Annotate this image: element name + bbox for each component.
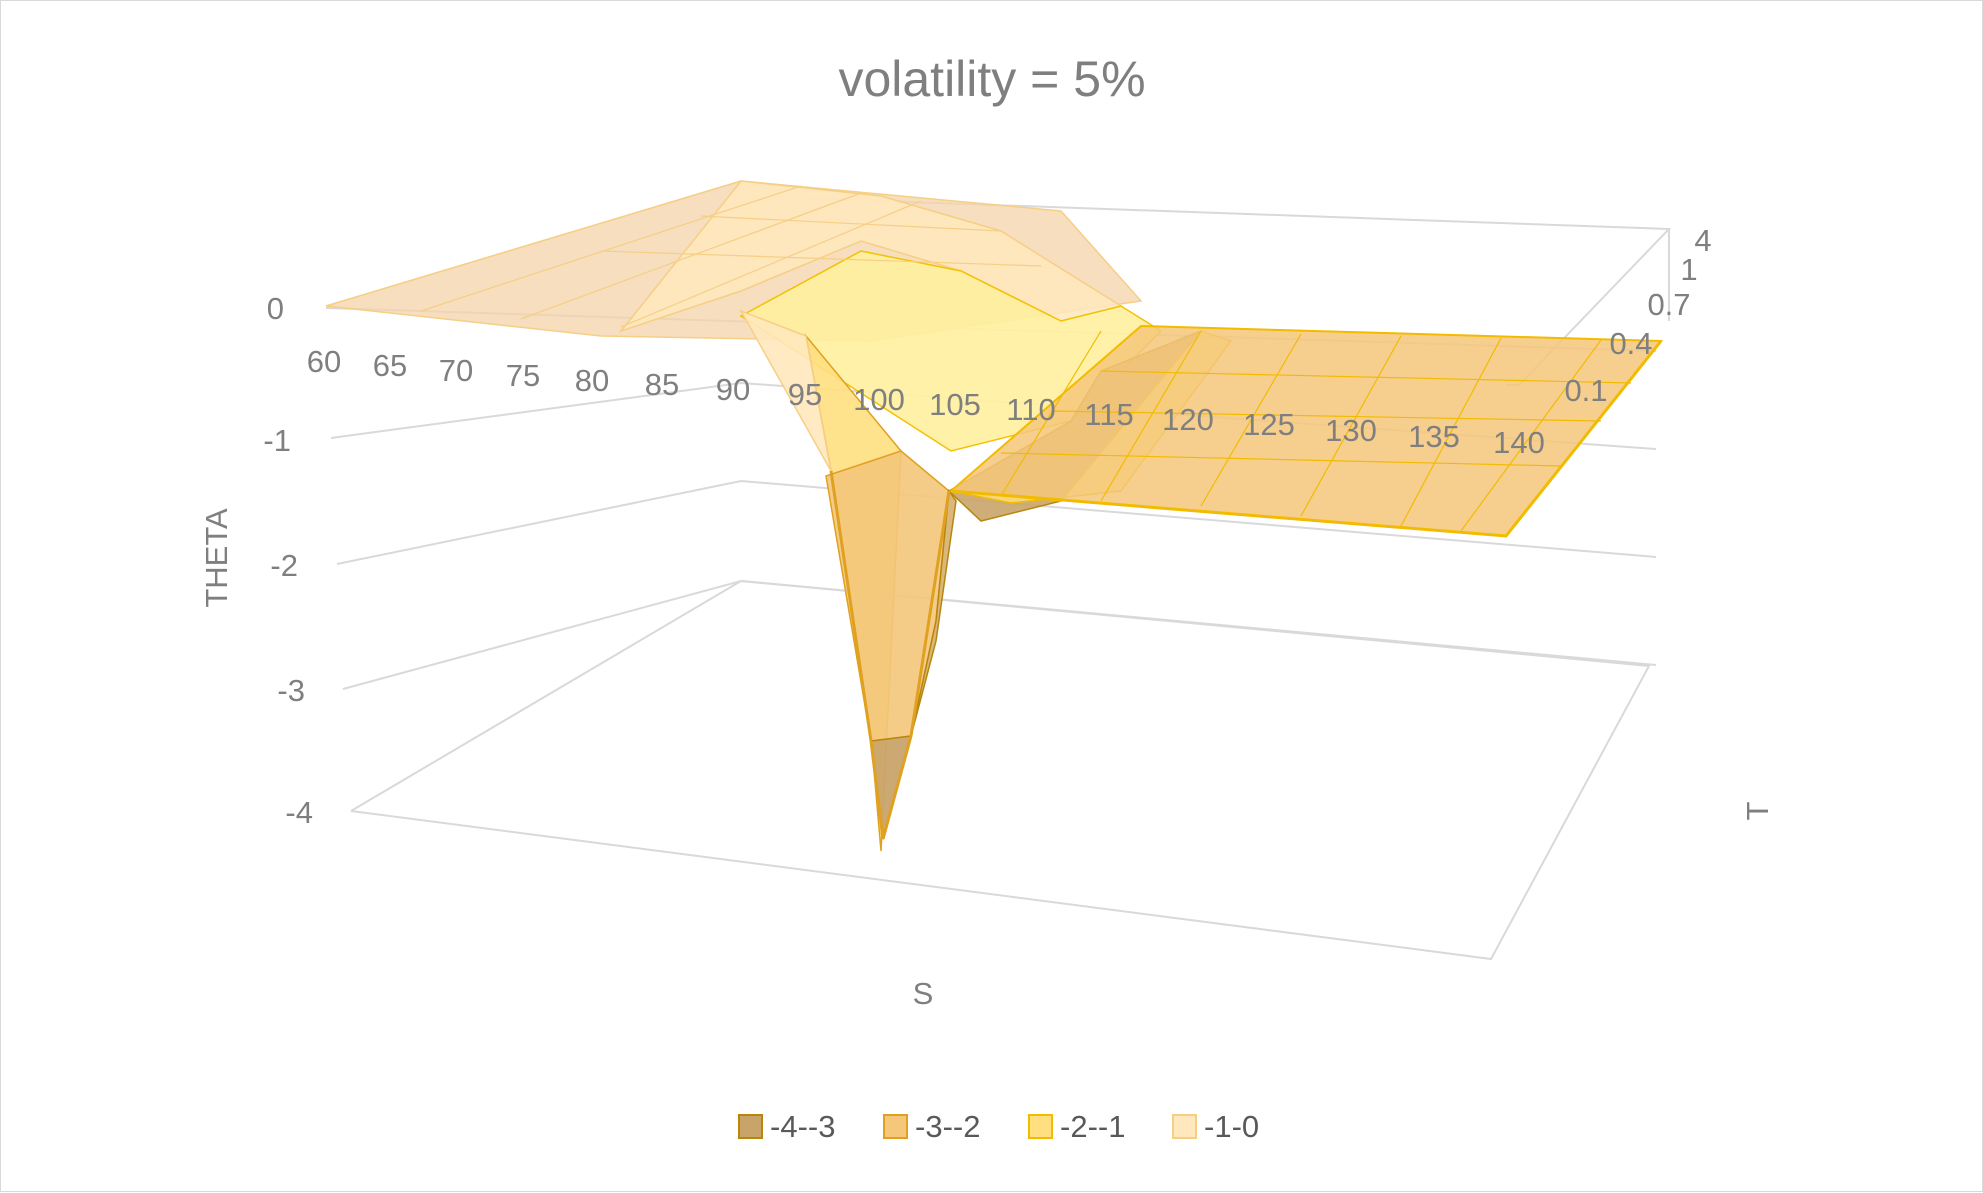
z-tick: -3 — [277, 673, 305, 708]
x-tick: 90 — [716, 372, 750, 407]
z-axis-title: THETA — [199, 508, 234, 608]
x-tick: 110 — [1006, 392, 1055, 427]
x-tick: 115 — [1084, 397, 1133, 432]
legend-label: -2--1 — [1060, 1109, 1125, 1144]
z-axis-ticks: 0 -1 -2 -3 -4 — [263, 291, 313, 830]
z-tick: -2 — [270, 548, 298, 583]
legend-item: -4--3 — [738, 1109, 835, 1144]
legend-item: -3--2 — [883, 1109, 980, 1144]
gridline-z-2 — [336, 479, 1657, 565]
surface-trough-top — [739, 309, 832, 472]
x-axis-ticks: 60 65 70 75 80 85 90 95 100 105 110 115 … — [307, 344, 1545, 460]
y-tick: 4 — [1694, 223, 1711, 258]
legend-label: -4--3 — [770, 1109, 835, 1144]
y-tick: 0.4 — [1609, 326, 1652, 361]
z-tick: -1 — [263, 423, 291, 458]
y-axis-ticks: 0.1 0.4 0.7 1 4 — [1564, 223, 1711, 408]
chart-title: volatility = 5% — [838, 51, 1145, 107]
legend-label: -3--2 — [915, 1109, 980, 1144]
x-tick: 95 — [788, 377, 822, 412]
z-tick: -4 — [285, 795, 313, 830]
x-tick: 120 — [1162, 402, 1214, 437]
x-axis-title: S — [913, 976, 934, 1011]
legend-item: -2--1 — [1028, 1109, 1125, 1144]
surface-left-plane-mesh — [325, 180, 1042, 328]
x-tick: 100 — [853, 382, 905, 417]
legend-swatch — [738, 1114, 763, 1139]
x-tick: 75 — [506, 358, 540, 393]
legend: -4--3 -3--2 -2--1 -1-0 — [738, 1109, 1259, 1144]
x-tick: 70 — [439, 353, 473, 388]
z-tick: 0 — [267, 291, 284, 326]
surface-right-plane-mesh — [1000, 330, 1632, 532]
legend-label: -1-0 — [1204, 1109, 1259, 1144]
x-tick: 125 — [1243, 407, 1295, 442]
x-tick: 80 — [575, 363, 609, 398]
legend-swatch — [1172, 1114, 1197, 1139]
y-axis-title: T — [1740, 801, 1775, 820]
y-tick: 0.1 — [1564, 373, 1607, 408]
surface-spike-face — [825, 450, 950, 742]
x-tick: 65 — [373, 348, 407, 383]
y-tick: 0.7 — [1647, 287, 1690, 322]
surface-spike-right-edge — [910, 488, 957, 737]
legend-item: -1-0 — [1172, 1109, 1259, 1144]
surface — [325, 180, 1664, 852]
x-tick: 60 — [307, 344, 341, 379]
gridline-z-3 — [342, 579, 1657, 690]
legend-swatch — [883, 1114, 908, 1139]
x-tick: 130 — [1325, 413, 1377, 448]
x-tick: 140 — [1493, 425, 1545, 460]
legend-swatch — [1028, 1114, 1053, 1139]
y-tick: 1 — [1680, 252, 1697, 287]
x-tick: 135 — [1408, 419, 1460, 454]
surface-front-edge — [950, 340, 1663, 538]
x-tick: 105 — [929, 387, 981, 422]
x-tick: 85 — [645, 367, 679, 402]
surface-spike-outline — [829, 470, 951, 840]
floor-outline — [350, 579, 1651, 961]
